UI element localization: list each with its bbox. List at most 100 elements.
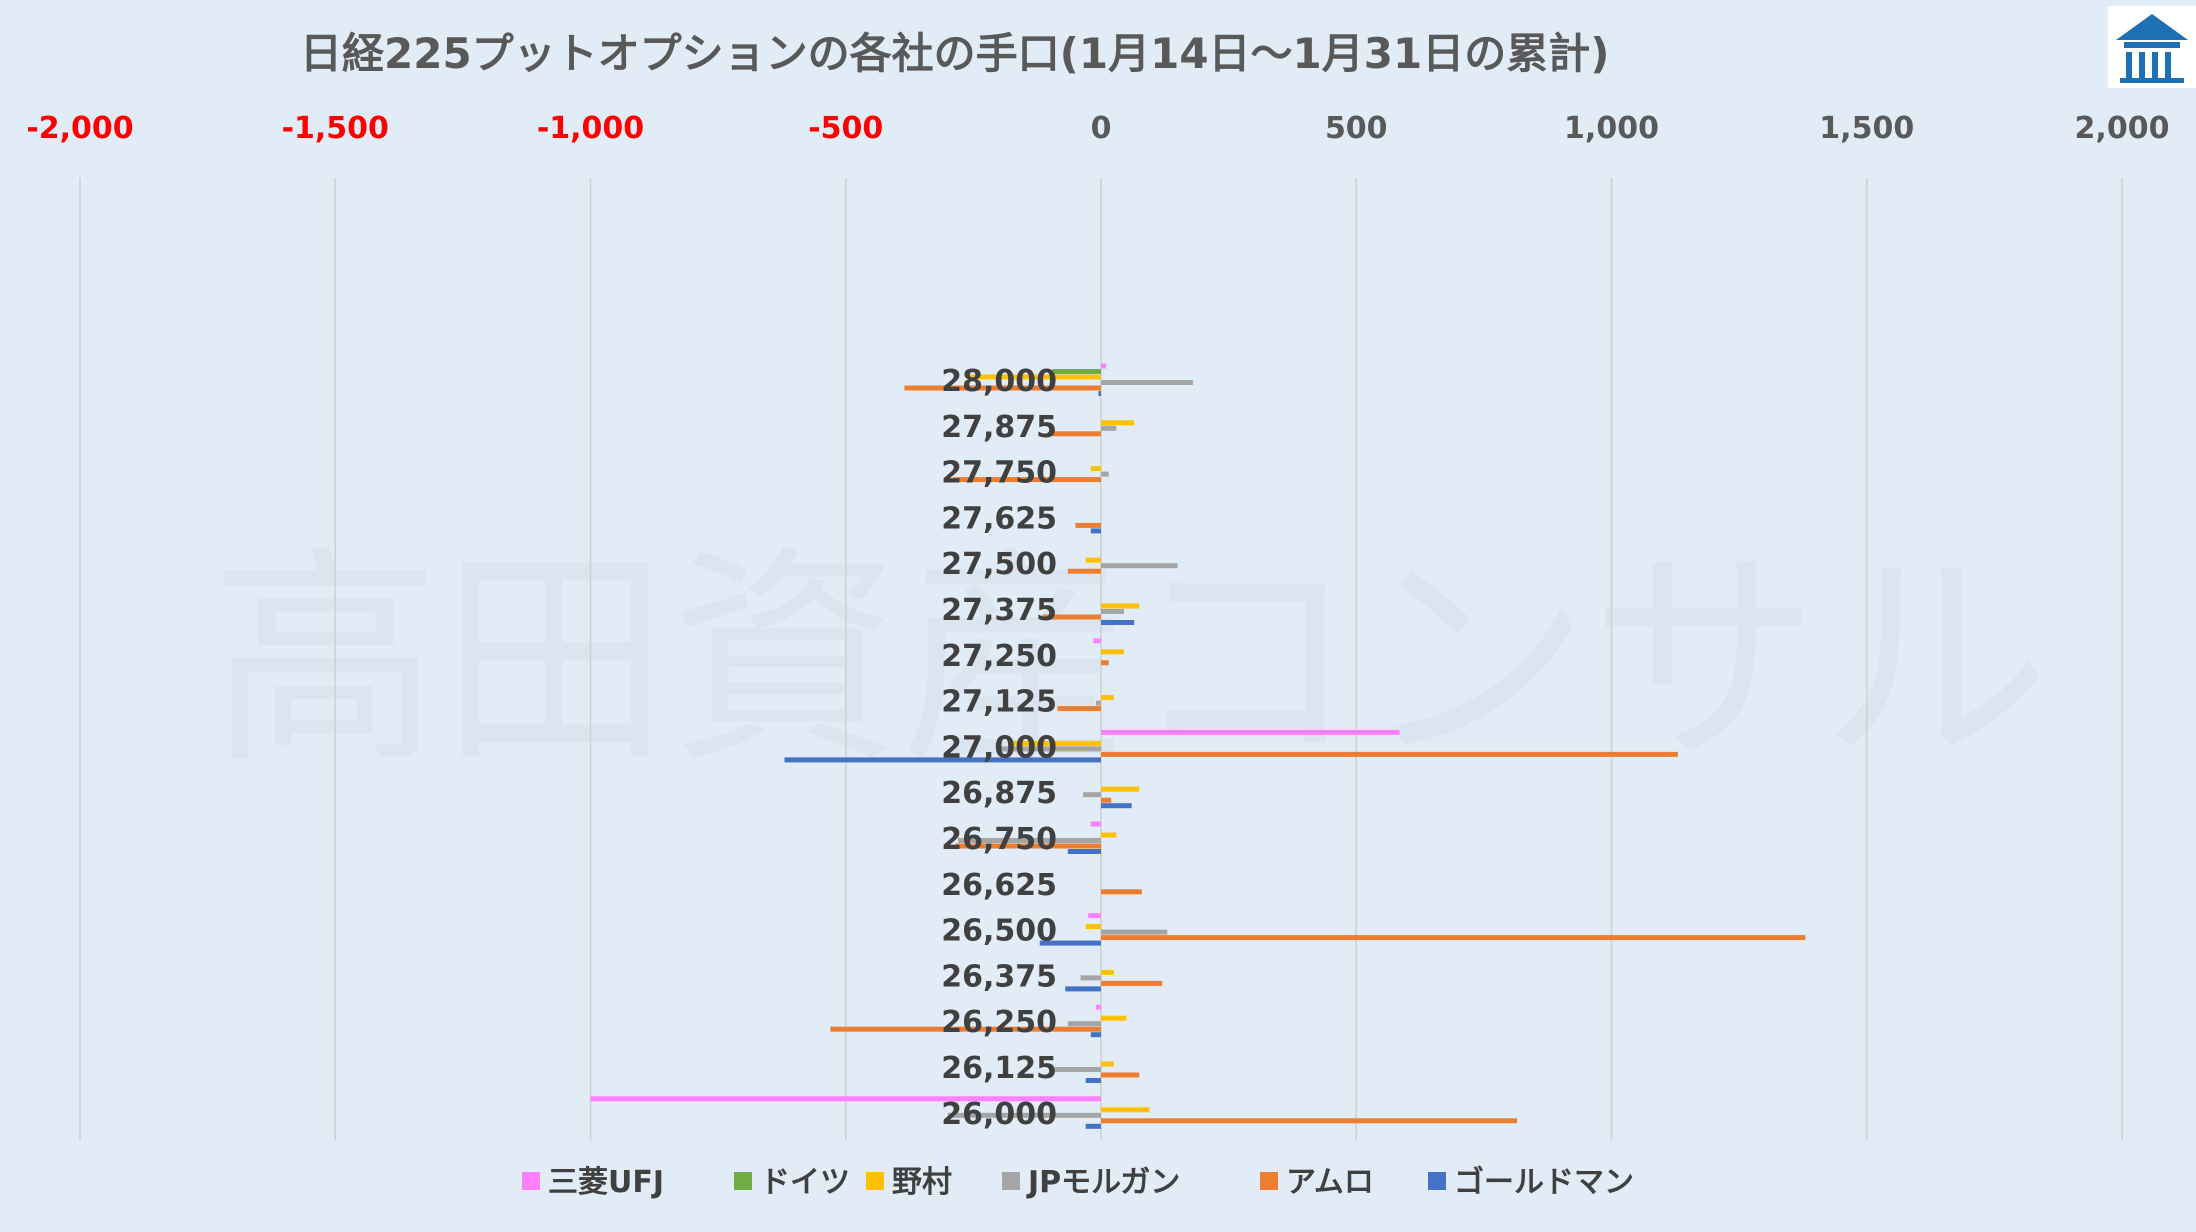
- bar: [1101, 751, 1678, 757]
- category-label: 27,500: [941, 547, 1057, 582]
- bar: [1101, 620, 1135, 625]
- bar: [1090, 528, 1101, 534]
- bar: [955, 843, 1101, 849]
- legend-label: アムロ: [1286, 1165, 1374, 1200]
- bars-layer: [590, 363, 1806, 1129]
- legend-label: 三菱UFJ: [548, 1165, 664, 1200]
- bar: [1101, 980, 1163, 986]
- bar: [1088, 913, 1101, 919]
- legend-swatch: [1002, 1172, 1020, 1190]
- bar: [1101, 929, 1168, 935]
- bar: [1101, 1072, 1140, 1078]
- bar: [1009, 740, 1101, 746]
- legend-swatch: [1260, 1172, 1278, 1190]
- bar: [1083, 792, 1101, 798]
- category-label: 27,250: [941, 639, 1057, 674]
- bar: [1101, 1107, 1150, 1113]
- bar: [1052, 431, 1101, 437]
- category-label: 26,750: [941, 822, 1057, 857]
- legend-label: 野村: [892, 1165, 952, 1200]
- category-label: 26,875: [941, 776, 1057, 811]
- legend-swatch: [734, 1172, 752, 1190]
- legend-label: ドイツ: [760, 1165, 850, 1200]
- bar: [1095, 1004, 1101, 1010]
- category-label: 26,500: [941, 914, 1057, 949]
- x-tick-label: -500: [808, 111, 883, 146]
- bar: [958, 838, 1101, 843]
- bar: [784, 757, 1101, 763]
- bar: [1101, 471, 1109, 477]
- bar: [1080, 975, 1101, 981]
- bar: [590, 1096, 1101, 1102]
- bar: [1101, 729, 1400, 735]
- roof-logo: [2108, 6, 2196, 88]
- bar: [1085, 557, 1101, 563]
- bar: [1057, 706, 1101, 712]
- bar: [1101, 935, 1806, 941]
- bar: [998, 746, 1101, 752]
- bar: [1101, 603, 1140, 609]
- category-labels: 28,000 27,875 27,750 27,625 27,500 27,375 27,2…: [941, 364, 1057, 1132]
- bar: [1101, 1015, 1127, 1021]
- bar: [1101, 786, 1140, 792]
- bar: [1101, 695, 1114, 701]
- bar: [1039, 940, 1101, 946]
- bar: [1067, 568, 1101, 574]
- x-tick-label: 2,000: [2075, 111, 2170, 146]
- x-tick-label: 500: [1325, 111, 1388, 146]
- x-tick-label: -2,000: [26, 111, 133, 146]
- bar: [1055, 1067, 1101, 1072]
- bar: [1085, 924, 1101, 930]
- axis-tick-labels: -2,000 -1,500 -1,000 -500 0 500 1,000 1,500 2,00…: [26, 111, 2169, 146]
- bar: [1101, 803, 1132, 809]
- watermark-layer: 高田資産コンサル: [210, 528, 2050, 795]
- legend-label: JPモルガン: [1026, 1165, 1180, 1200]
- category-label: 26,125: [941, 1051, 1057, 1086]
- bar: [1067, 849, 1101, 854]
- bar: [1085, 1123, 1101, 1129]
- bar: [1101, 649, 1124, 655]
- bar: [1101, 363, 1107, 369]
- category-label: 27,000: [941, 730, 1057, 765]
- bar: [1052, 369, 1101, 374]
- legend-swatch: [866, 1172, 884, 1190]
- bar: [1101, 380, 1193, 385]
- bar: [1101, 425, 1117, 431]
- bar: [947, 1112, 1101, 1118]
- category-label: 27,625: [941, 501, 1057, 536]
- category-label: 26,375: [941, 959, 1057, 994]
- category-label: 27,750: [941, 456, 1057, 491]
- category-label: 26,250: [941, 1005, 1057, 1040]
- legend-swatch: [522, 1172, 540, 1190]
- bar: [1101, 889, 1142, 895]
- bar: [1090, 1032, 1101, 1038]
- chart-title: 日経225プットオプションの各社の手口(1月14日～1月31日の累計): [300, 29, 1609, 78]
- bar: [1085, 1078, 1101, 1083]
- bar: [830, 1026, 1101, 1032]
- bar: [1065, 986, 1101, 992]
- bar: [1101, 832, 1117, 838]
- bar: [952, 477, 1101, 483]
- category-label: 26,000: [941, 1097, 1057, 1132]
- bar: [1101, 969, 1114, 975]
- x-tick-label: 1,000: [1564, 111, 1659, 146]
- category-label: 27,875: [941, 410, 1057, 445]
- bar: [1042, 614, 1101, 620]
- bar: [1101, 420, 1135, 426]
- grid-layer: [79, 178, 2123, 1140]
- bar: [1090, 466, 1101, 472]
- x-tick-label: 0: [1091, 111, 1112, 146]
- x-tick-label: -1,000: [537, 111, 644, 146]
- category-label: 27,375: [941, 593, 1057, 628]
- bar: [1075, 522, 1101, 528]
- bar: [1101, 660, 1109, 666]
- bar: [968, 374, 1101, 380]
- bar: [1095, 700, 1101, 706]
- bar: [1101, 563, 1178, 569]
- watermark: 高田資産コンサル: [210, 528, 2050, 795]
- category-label: 26,625: [941, 868, 1057, 903]
- category-label: 27,125: [941, 685, 1057, 720]
- category-label: 28,000: [941, 364, 1057, 399]
- x-tick-label: -1,500: [282, 111, 389, 146]
